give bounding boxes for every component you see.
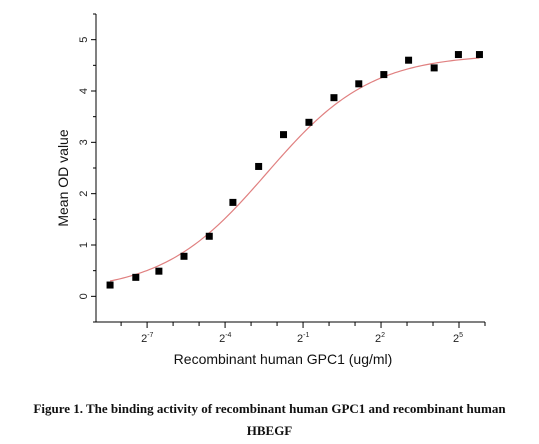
data-point <box>155 267 163 275</box>
data-point <box>380 71 388 79</box>
data-point <box>330 94 338 102</box>
y-tick-label: 0 <box>78 293 90 299</box>
data-point <box>430 64 438 72</box>
y-tick-label: 5 <box>78 37 90 43</box>
data-point <box>180 252 188 260</box>
x-tick-label: 2-7 <box>141 332 153 345</box>
data-point <box>475 51 483 59</box>
y-tick-label: 1 <box>78 242 90 248</box>
chart: 0 1 2 3 4 5 2-7 2-4 2-1 22 25 Recombinant human G… <box>55 13 486 367</box>
x-tick-label: 2-1 <box>297 332 309 345</box>
data-point <box>132 273 140 281</box>
y-axis-title: Mean OD value <box>55 129 71 226</box>
x-axis-title: Recombinant human GPC1 (ug/ml) <box>174 351 393 367</box>
data-points <box>106 51 483 289</box>
data-point <box>205 232 213 240</box>
y-axis: 0 1 2 3 4 5 <box>78 13 97 323</box>
data-point <box>106 281 114 289</box>
x-tick-label: 2-4 <box>219 332 231 345</box>
data-point <box>355 80 363 88</box>
data-point <box>454 51 462 59</box>
y-tick-label: 3 <box>78 139 90 145</box>
data-point <box>229 198 237 206</box>
x-tick-label: 22 <box>375 332 385 345</box>
x-tick-label: 25 <box>453 332 463 345</box>
caption-line-2: HBEGF <box>246 423 293 438</box>
figure-caption: Figure 1. The binding activity of recomb… <box>0 398 539 442</box>
data-point <box>405 56 413 64</box>
fit-curve <box>109 57 480 282</box>
data-point <box>280 131 288 139</box>
y-tick-label: 2 <box>78 191 90 197</box>
y-tick-label: 4 <box>78 88 90 94</box>
x-axis: 2-7 2-4 2-1 22 25 <box>96 321 486 345</box>
data-point <box>255 162 263 170</box>
data-point <box>305 118 313 126</box>
caption-line-1: Figure 1. The binding activity of recomb… <box>33 401 506 416</box>
